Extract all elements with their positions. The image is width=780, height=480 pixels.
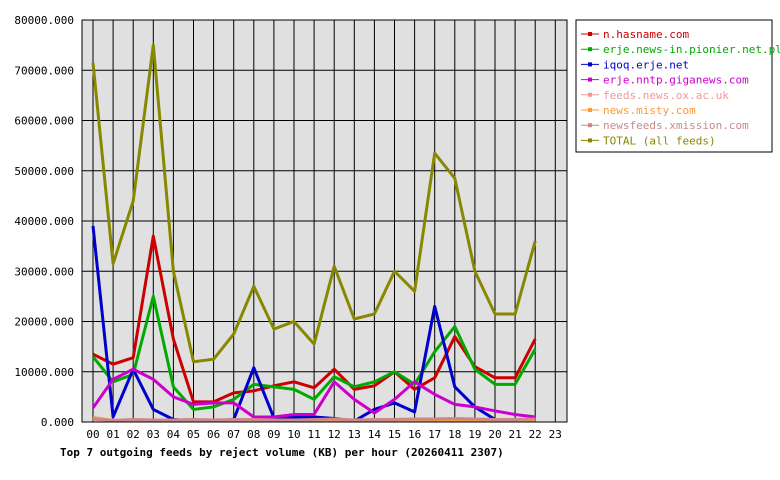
legend-label: newsfeeds.xmission.com (603, 119, 749, 132)
x-tick-label: 08 (247, 428, 260, 441)
plot-border (81, 19, 568, 423)
y-axis: 0.000 10000.000 20000.000 30000.000 40000.00… (14, 14, 74, 429)
series-line-3 (91, 367, 536, 419)
x-tick-label: 15 (388, 428, 401, 441)
legend-label: n.hasname.com (603, 28, 689, 41)
legend-label: news.misty.com (603, 104, 696, 117)
y-tick-label: 20000.000 (14, 316, 74, 329)
x-tick-label: 13 (348, 428, 361, 441)
y-tick-label: 0.000 (41, 416, 74, 429)
legend-marker (588, 138, 592, 143)
x-tick-label: 02 (127, 428, 140, 441)
x-axis: 00 01 02 03 04 05 06 07 08 09 10 11 12 13 14 15 16 17 18 19… (86, 428, 562, 441)
legend-label: iqoq.erje.net (603, 58, 689, 71)
x-tick-label: 17 (428, 428, 441, 441)
y-tick-label: 30000.000 (14, 265, 74, 278)
x-tick-label: 12 (328, 428, 341, 441)
chart-title: Top 7 outgoing feeds by reject volume (K… (60, 446, 504, 459)
legend: n.hasname.com erje.news-in.pionier.net.pl… (575, 19, 780, 153)
legend-box (575, 19, 773, 153)
series-lines (91, 43, 537, 423)
x-tick-label: 09 (267, 428, 280, 441)
legend-marker (588, 108, 592, 112)
series-line-2 (91, 225, 536, 423)
x-tick-label: 21 (508, 428, 521, 441)
y-tick-label: 40000.000 (14, 215, 74, 228)
legend-marker (588, 32, 592, 36)
y-tick-label: 70000.000 (14, 64, 74, 77)
x-tick-label: 03 (147, 428, 160, 441)
x-tick-label: 04 (167, 428, 181, 441)
x-tick-label: 07 (227, 428, 240, 441)
legend-marker (588, 77, 592, 82)
series-line-0 (92, 234, 537, 404)
x-tick-label: 19 (468, 428, 481, 441)
y-tick-label: 50000.000 (14, 165, 74, 178)
x-tick-label: 23 (549, 428, 562, 441)
legend-label: erje.news-in.pionier.net.pl (603, 43, 780, 56)
x-tick-label: 22 (529, 428, 542, 441)
legend-marker (588, 92, 592, 97)
x-tick-label: 10 (287, 428, 300, 441)
legend-label: erje.nntp.giganews.com (603, 74, 749, 87)
y-tick-label: 80000.000 (14, 14, 74, 27)
series-line-6 (92, 416, 536, 422)
legend-label: TOTAL (all feeds) (603, 134, 716, 147)
legend-label: feeds.news.ox.ac.uk (603, 89, 729, 102)
series-line-1 (91, 294, 537, 411)
y-tick-label: 60000.000 (14, 115, 74, 128)
y-tick-label: 10000.000 (14, 366, 74, 379)
legend-marker (588, 123, 592, 128)
series-line-7 (91, 43, 537, 364)
x-tick-label: 01 (106, 428, 119, 441)
x-tick-label: 18 (448, 428, 461, 441)
x-tick-label: 11 (307, 428, 320, 441)
legend-marker (588, 47, 592, 52)
x-tick-label: 20 (488, 428, 501, 441)
legend-marker (588, 62, 592, 67)
x-tick-label: 14 (368, 428, 382, 441)
x-tick-label: 00 (86, 428, 99, 441)
x-tick-label: 05 (187, 428, 200, 441)
x-tick-label: 06 (207, 428, 220, 441)
x-tick-label: 16 (408, 428, 421, 441)
